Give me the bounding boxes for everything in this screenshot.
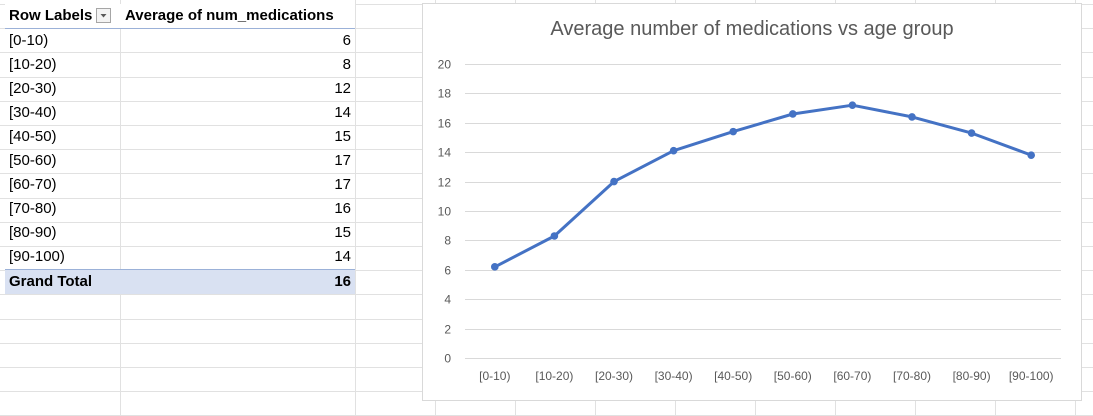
y-tick-label: 12 xyxy=(438,176,452,190)
chart-title: Average number of medications vs age gro… xyxy=(550,18,954,40)
pivot-row: [90-100) 14 xyxy=(5,245,355,270)
x-tick-label: [20-30) xyxy=(595,369,633,383)
pivot-row-label[interactable]: [70-80) xyxy=(9,200,57,217)
y-tick-label: 4 xyxy=(444,293,451,307)
pivot-row: [70-80) 16 xyxy=(5,197,355,221)
data-point[interactable] xyxy=(729,127,737,136)
pivot-row-label[interactable]: [20-30) xyxy=(9,80,57,97)
value-field-header[interactable]: Average of num_medications xyxy=(121,4,355,29)
row-labels-header[interactable]: Row Labels xyxy=(5,4,121,29)
pivot-row-value[interactable]: 12 xyxy=(334,80,351,97)
chart-plot: 0 2 4 6 8 10 12 14 16 18 20 [0-10) [10-20) [20-30) [30… xyxy=(438,58,1061,383)
grand-total-row-value[interactable]: 16 xyxy=(121,269,355,294)
x-tick-label: [30-40) xyxy=(655,369,693,383)
pivot-row: [0-10) 6 xyxy=(5,29,355,54)
data-point[interactable] xyxy=(1027,151,1035,159)
pivot-row: [60-70) 17 xyxy=(5,173,355,197)
x-tick-label: [10-20) xyxy=(535,369,573,383)
pivot-header-row: Row Labels Average of num_medications xyxy=(5,4,355,29)
data-point[interactable] xyxy=(610,177,618,186)
line-chart[interactable]: Average number of medications vs age gro… xyxy=(422,3,1082,401)
x-tick-label: [50-60) xyxy=(774,369,812,383)
dropdown-filter-icon[interactable] xyxy=(96,7,112,23)
pivot-row-value[interactable]: 8 xyxy=(342,56,351,73)
data-point[interactable] xyxy=(848,101,857,109)
pivot-row-label[interactable]: [80-90) xyxy=(9,224,57,241)
x-tick-label: [70-80) xyxy=(893,369,931,383)
pivot-row-label[interactable]: [90-100) xyxy=(9,248,65,265)
y-tick-label: 14 xyxy=(438,146,452,160)
pivot-row: [80-90) 15 xyxy=(5,221,355,245)
pivot-row-value[interactable]: 14 xyxy=(334,248,351,265)
y-tick-label: 8 xyxy=(444,234,451,248)
data-point[interactable] xyxy=(491,263,499,271)
pivot-row-label[interactable]: [0-10) xyxy=(9,32,49,49)
pivot-row-value[interactable]: 16 xyxy=(334,200,351,217)
data-point[interactable] xyxy=(550,232,559,240)
pivot-row: [50-60) 17 xyxy=(5,149,355,173)
row-labels-header-text: Row Labels xyxy=(9,7,93,24)
x-tick-label: [0-10) xyxy=(479,369,510,383)
pivot-row-value[interactable]: 6 xyxy=(342,32,351,49)
y-tick-label: 6 xyxy=(444,264,451,278)
pivot-row: [10-20) 8 xyxy=(5,53,355,77)
pivot-row-label[interactable]: [50-60) xyxy=(9,152,57,169)
pivot-row: [20-30) 12 xyxy=(5,77,355,101)
pivot-row-value[interactable]: 14 xyxy=(334,104,351,121)
x-tick-label: [90-100) xyxy=(1009,369,1054,383)
x-tick-label: [80-90) xyxy=(953,369,991,383)
x-tick-label: [60-70) xyxy=(833,369,871,383)
pivot-row-label[interactable]: [40-50) xyxy=(9,128,57,145)
data-point[interactable] xyxy=(789,110,797,118)
pivot-row-label[interactable]: [30-40) xyxy=(9,104,57,121)
y-tick-label: 20 xyxy=(438,58,452,72)
data-point[interactable] xyxy=(669,146,678,155)
pivot-row-label[interactable]: [10-20) xyxy=(9,56,57,73)
pivot-row-label[interactable]: [60-70) xyxy=(9,176,57,193)
pivot-row: [40-50) 15 xyxy=(5,125,355,149)
data-point[interactable] xyxy=(967,129,976,137)
grand-total-row-label[interactable]: Grand Total xyxy=(5,269,121,294)
y-tick-label: 0 xyxy=(444,352,451,366)
grand-total-row: Grand Total 16 xyxy=(5,269,355,294)
pivot-row-value[interactable]: 15 xyxy=(334,224,351,241)
y-tick-label: 18 xyxy=(438,87,452,101)
y-tick-label: 16 xyxy=(438,117,452,131)
pivot-row: [30-40) 14 xyxy=(5,101,355,125)
y-tick-label: 2 xyxy=(444,323,451,337)
data-point[interactable] xyxy=(908,113,916,121)
pivot-row-value[interactable]: 15 xyxy=(334,128,351,145)
x-tick-label: [40-50) xyxy=(714,369,752,383)
series-line[interactable] xyxy=(494,103,1032,269)
pivot-row-value[interactable]: 17 xyxy=(334,176,351,193)
y-tick-label: 10 xyxy=(438,205,452,219)
pivot-table: Row Labels Average of num_medications [0… xyxy=(5,4,355,294)
pivot-row-value[interactable]: 17 xyxy=(334,152,351,169)
